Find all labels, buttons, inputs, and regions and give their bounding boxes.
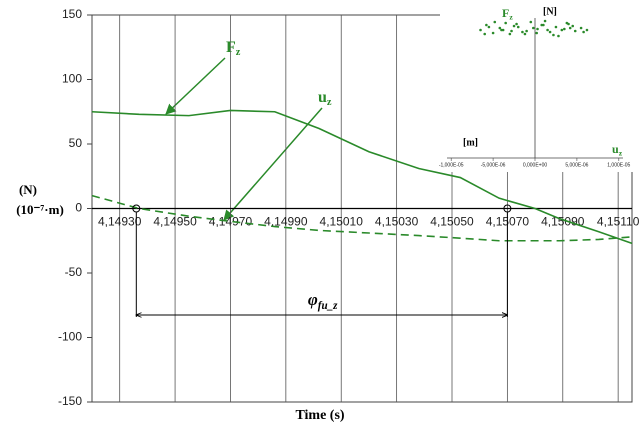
inset-point — [571, 24, 575, 28]
fz-label: Fz — [226, 39, 241, 59]
inset-point — [546, 28, 549, 32]
inset-point — [560, 28, 564, 32]
inset-point — [512, 24, 516, 28]
inset-point — [536, 27, 539, 31]
y-axis-label: (10⁻⁷·m) — [16, 202, 64, 217]
inset-point — [498, 26, 502, 30]
phase-label: φfu_z — [308, 290, 338, 312]
arrow — [223, 107, 323, 221]
x-tick-label: 4,15010 — [320, 215, 364, 229]
inset-bg — [440, 2, 636, 172]
uz-label: uz — [318, 89, 332, 109]
inset-x-title-sub: z — [619, 148, 623, 157]
inset-point — [563, 27, 566, 31]
x-axis-label: Time (s) — [295, 408, 344, 423]
x-tick-label: 4,15050 — [430, 215, 474, 229]
inset-point — [585, 28, 589, 32]
inset-point — [525, 29, 528, 33]
inset-x-tick-label: 1,000E-05 — [607, 162, 630, 168]
inset-point — [529, 20, 533, 24]
inset-point — [510, 29, 513, 33]
inset-y-title-main: F — [502, 6, 509, 20]
inset-x-tick-label: 0,000E+00 — [523, 162, 548, 168]
y-tick-label: 50 — [69, 136, 83, 150]
y-tick-label: 0 — [75, 201, 82, 215]
phase-marker — [132, 204, 141, 213]
inset-point — [552, 33, 555, 37]
x-tick-label: 4,14930 — [98, 215, 142, 229]
inset-point — [540, 23, 544, 27]
inset-point — [521, 30, 524, 34]
x-tick-label: 4,15110 — [597, 215, 640, 229]
y-tick-label: -100 — [58, 330, 82, 344]
inset-point — [504, 21, 507, 25]
y-tick-label: 100 — [62, 72, 82, 86]
inset-y-title-sub: z — [509, 12, 513, 21]
x-tick-label: 4,15030 — [375, 215, 419, 229]
inset-point — [515, 22, 518, 26]
phase-label-sub: fu_z — [318, 300, 338, 312]
inset-point — [483, 32, 487, 36]
inset-point — [491, 31, 495, 35]
inset-y-unit: [N] — [543, 6, 557, 17]
uz-label-sub: z — [327, 97, 332, 108]
inset-point — [579, 26, 583, 30]
inset-x-tick-label: -5,000E-06 — [481, 162, 506, 168]
inset-point — [500, 28, 503, 32]
inset-x-unit: [m] — [463, 137, 478, 148]
inset-point — [516, 25, 520, 29]
inset-point — [543, 19, 547, 23]
phase-marker — [503, 204, 512, 213]
inset-point — [557, 34, 560, 38]
inset-point — [548, 30, 552, 34]
inset-point — [487, 25, 491, 29]
fz-label-main: F — [226, 39, 236, 56]
inset-point — [508, 32, 512, 36]
inset-point — [493, 20, 497, 24]
inset-point — [573, 29, 577, 33]
y-tick-label: -150 — [58, 394, 82, 408]
inset-x-tick-label: 5,000E-06 — [565, 162, 588, 168]
inset-point — [532, 26, 535, 30]
series-line — [91, 109, 633, 245]
inset-point — [535, 31, 538, 35]
inset-point — [582, 30, 585, 34]
x-tick-label: 4,14970 — [209, 215, 253, 229]
x-tick-label: 4,15090 — [541, 215, 585, 229]
inset-x-title-main: u — [612, 142, 619, 156]
arrow — [165, 57, 226, 115]
fz-label-sub: z — [236, 47, 241, 58]
phase-label-main: φ — [308, 290, 318, 309]
x-tick-label: 4,14990 — [264, 215, 308, 229]
inset-x-title: uz — [612, 142, 623, 158]
inset-point — [523, 32, 527, 36]
x-tick-label: 4,14950 — [153, 215, 197, 229]
uz-label-main: u — [318, 89, 327, 106]
inset-point — [479, 28, 482, 32]
inset-point — [568, 26, 572, 30]
inset-point — [485, 23, 488, 27]
inset-point — [565, 21, 569, 25]
y-axis-label: (N) — [19, 182, 37, 197]
series-line — [91, 194, 633, 242]
y-tick-label: 150 — [62, 7, 82, 21]
inset-x-tick-label: -1,000E-05 — [439, 162, 464, 168]
y-tick-label: -50 — [65, 265, 83, 279]
inset-y-title: Fz — [502, 6, 513, 22]
inset-point — [554, 25, 558, 29]
